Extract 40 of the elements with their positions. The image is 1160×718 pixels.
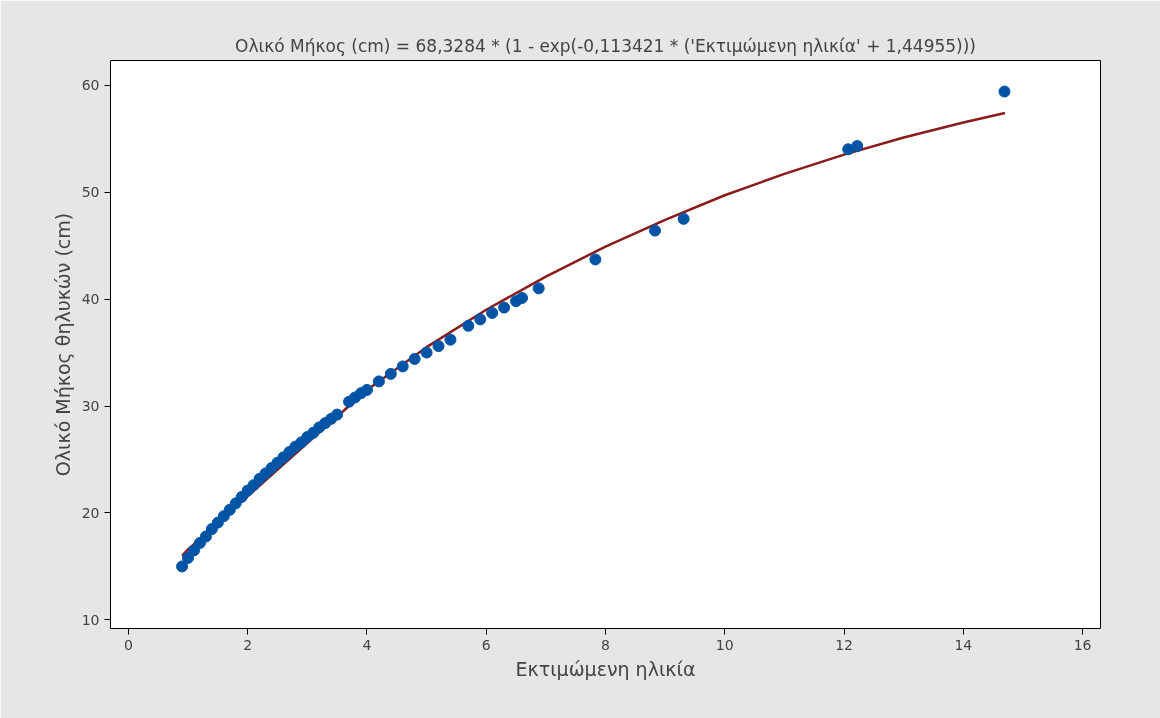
point bbox=[589, 253, 602, 266]
point bbox=[199, 530, 212, 543]
point bbox=[474, 313, 487, 326]
x-tick-label: 16 bbox=[1073, 636, 1092, 653]
point bbox=[649, 224, 661, 237]
y-tick-label: 60 bbox=[81, 77, 100, 94]
point bbox=[516, 291, 529, 304]
x-tick-label: 4 bbox=[362, 636, 372, 653]
point bbox=[432, 340, 445, 353]
y-tick-label: 30 bbox=[81, 398, 100, 415]
x-tick-label: 2 bbox=[243, 636, 253, 653]
point bbox=[677, 212, 690, 225]
x-tick-label: 0 bbox=[123, 636, 133, 653]
x-tick-label: 14 bbox=[954, 636, 973, 653]
x-axis-title: Εκτιμώμενη ηλικία bbox=[515, 657, 696, 680]
point bbox=[444, 333, 457, 346]
point bbox=[360, 383, 373, 396]
point bbox=[331, 408, 344, 421]
chart-title: Ολικό Μήκος (cm) = 68,3284 * (1 - exp(-0,113421 * ('Εκτιμώμενη ηλικία' + 1,44955))) bbox=[235, 35, 976, 56]
x-tick-label: 10 bbox=[715, 636, 734, 653]
point bbox=[498, 301, 511, 314]
y-axis-title: Ολικό Μήκος θηλυκών (cm) bbox=[51, 212, 74, 477]
point bbox=[462, 319, 475, 332]
point bbox=[420, 346, 433, 359]
point bbox=[486, 306, 499, 319]
point bbox=[372, 375, 385, 388]
point bbox=[532, 282, 545, 295]
y-tick-label: 10 bbox=[81, 611, 100, 628]
y-tick-label: 40 bbox=[81, 291, 100, 308]
y-tick-label: 20 bbox=[81, 504, 100, 521]
point bbox=[384, 367, 397, 380]
point bbox=[998, 85, 1011, 98]
point bbox=[408, 352, 421, 365]
x-tick-label: 12 bbox=[835, 636, 853, 653]
x-tick-label: 6 bbox=[481, 636, 491, 653]
point bbox=[176, 560, 189, 573]
x-tick-label: 8 bbox=[601, 636, 610, 653]
point bbox=[851, 140, 864, 153]
y-tick-label: 50 bbox=[81, 184, 100, 201]
point bbox=[396, 360, 409, 373]
